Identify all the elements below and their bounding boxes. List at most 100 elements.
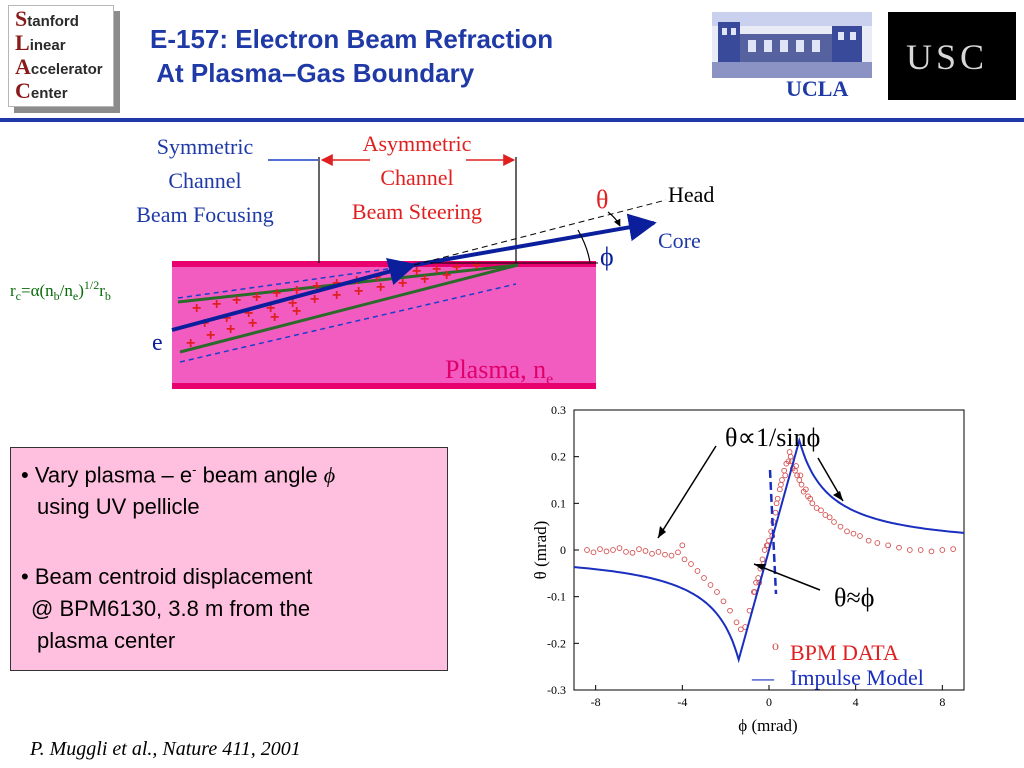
arrowhead bbox=[754, 564, 766, 570]
bpm-data-point bbox=[679, 542, 686, 549]
legend-label-data: BPM DATA bbox=[790, 640, 899, 665]
bpm-data-point bbox=[597, 546, 603, 552]
bpm-data-point bbox=[826, 514, 833, 521]
bpm-data-point bbox=[773, 500, 780, 507]
header-rule bbox=[0, 118, 1024, 122]
bpm-data-point bbox=[813, 505, 820, 511]
title-line-2: At Plasma–Gas Boundary bbox=[150, 58, 475, 88]
bpm-data-point bbox=[675, 549, 681, 556]
bpm-data-point bbox=[809, 500, 816, 507]
y-tick-label: 0.1 bbox=[551, 496, 566, 510]
ion-plus: + bbox=[376, 279, 385, 296]
slac-logo-line: Linear bbox=[15, 30, 66, 55]
bpm-data-point bbox=[885, 542, 892, 549]
beam-arrow-out bbox=[413, 213, 657, 267]
ion-plus: + bbox=[206, 327, 215, 344]
bullet-1-line-1: • Vary plasma – e- beam angle ϕ bbox=[21, 462, 336, 488]
bpm-data-point bbox=[896, 544, 902, 551]
ion-plus: + bbox=[398, 275, 407, 292]
channel-dashed-upper bbox=[177, 264, 417, 299]
core-label: Core bbox=[658, 228, 701, 253]
bpm-data-point bbox=[857, 533, 863, 539]
bpm-data-point bbox=[668, 552, 675, 559]
ion-plus: + bbox=[432, 261, 441, 278]
ion-plus: + bbox=[222, 310, 231, 327]
annotation-inverse: θ∝1/sinϕ bbox=[725, 423, 820, 452]
plasma-label: Plasma, ne bbox=[445, 355, 553, 388]
bpm-data-point bbox=[629, 549, 636, 556]
ion-plus: + bbox=[332, 275, 341, 292]
ion-plus: + bbox=[244, 305, 253, 322]
bpm-data-point bbox=[850, 530, 857, 537]
y-tick-label: -0.2 bbox=[547, 636, 566, 650]
symmetric-label-3: Beam Focusing bbox=[136, 202, 274, 227]
asymmetric-label-3: Beam Steering bbox=[352, 199, 482, 224]
bpm-data-point bbox=[798, 481, 805, 488]
x-tick-label: -4 bbox=[677, 695, 687, 709]
ion-plus: + bbox=[452, 259, 461, 276]
arrow-to-left-branch bbox=[657, 445, 717, 539]
ion-plus: + bbox=[232, 292, 241, 309]
bpm-data-point bbox=[590, 549, 597, 556]
x-tick-label: 0 bbox=[766, 695, 772, 709]
bpm-data-point bbox=[688, 561, 694, 567]
bpm-data-point bbox=[610, 547, 616, 553]
theta-vs-phi-chart: 0.30.20.10-0.1-0.2-0.3 -8 -4 0 4 8 θ (mrad) … bbox=[531, 403, 965, 735]
bpm-data-point bbox=[655, 549, 662, 555]
x-axis-ticks: -8 -4 0 4 8 bbox=[591, 685, 945, 709]
impulse-model-curve bbox=[573, 436, 965, 664]
bpm-data-point bbox=[603, 548, 610, 555]
arrow-to-linear bbox=[753, 563, 821, 591]
bpm-data-point bbox=[707, 582, 714, 588]
ion-plus: + bbox=[270, 309, 279, 326]
bpm-data-point bbox=[753, 579, 759, 586]
bpm-data-point bbox=[865, 537, 872, 544]
ion-plus: + bbox=[252, 289, 261, 306]
bpm-data-point bbox=[782, 472, 789, 479]
bpm-data-point bbox=[802, 486, 809, 493]
arrowhead bbox=[658, 526, 666, 538]
ion-plus: + bbox=[312, 278, 321, 295]
head-dashed-line bbox=[413, 199, 667, 266]
bpm-data-point bbox=[681, 556, 688, 563]
channel-dashed-lower bbox=[179, 283, 517, 363]
ion-plus: + bbox=[442, 267, 451, 284]
y-tick-label: -0.3 bbox=[547, 683, 566, 697]
x-tick-label: -8 bbox=[591, 695, 601, 709]
bpm-data-point bbox=[950, 546, 957, 552]
bpm-data-point bbox=[616, 545, 623, 551]
bpm-data-point bbox=[837, 523, 844, 530]
ion-plus: + bbox=[292, 282, 301, 299]
phi-label: ϕ bbox=[600, 242, 614, 271]
legend-label-model: Impulse Model bbox=[790, 665, 924, 690]
plasma-region bbox=[172, 263, 596, 387]
bpm-data-point bbox=[694, 568, 701, 574]
slac-logo-line: Stanford bbox=[15, 6, 79, 31]
annotation-linear: θ≈ϕ bbox=[834, 583, 874, 612]
bpm-data-point bbox=[737, 626, 744, 633]
ion-plus: + bbox=[226, 321, 235, 338]
phi-arc bbox=[577, 229, 591, 264]
bpm-data-point bbox=[662, 551, 668, 558]
x-tick-label: 8 bbox=[939, 695, 945, 709]
bpm-data-point bbox=[636, 546, 642, 552]
bpm-data-point bbox=[794, 472, 801, 479]
ion-plus: + bbox=[292, 303, 301, 320]
linear-fit-dashed bbox=[768, 469, 778, 595]
ion-plus: + bbox=[266, 300, 275, 317]
ion-plus: + bbox=[212, 296, 221, 313]
bullet-2-line-1: • Beam centroid displacement bbox=[21, 564, 313, 589]
bpm-data-point bbox=[818, 507, 824, 514]
slac-logo-line: Accelerator bbox=[15, 54, 103, 79]
bpm-data-point bbox=[786, 449, 793, 455]
bpm-data-point bbox=[807, 495, 814, 502]
ion-plus: + bbox=[420, 271, 429, 288]
bpm-data-point bbox=[778, 481, 784, 488]
head-label: Head bbox=[668, 182, 714, 207]
symmetric-label-2: Channel bbox=[168, 168, 241, 193]
bpm-data-point bbox=[642, 548, 649, 554]
bpm-data-point bbox=[727, 607, 733, 614]
ion-plus: + bbox=[372, 269, 381, 286]
slac-logo-line: Center bbox=[15, 78, 68, 103]
bpm-data-point bbox=[906, 547, 913, 553]
